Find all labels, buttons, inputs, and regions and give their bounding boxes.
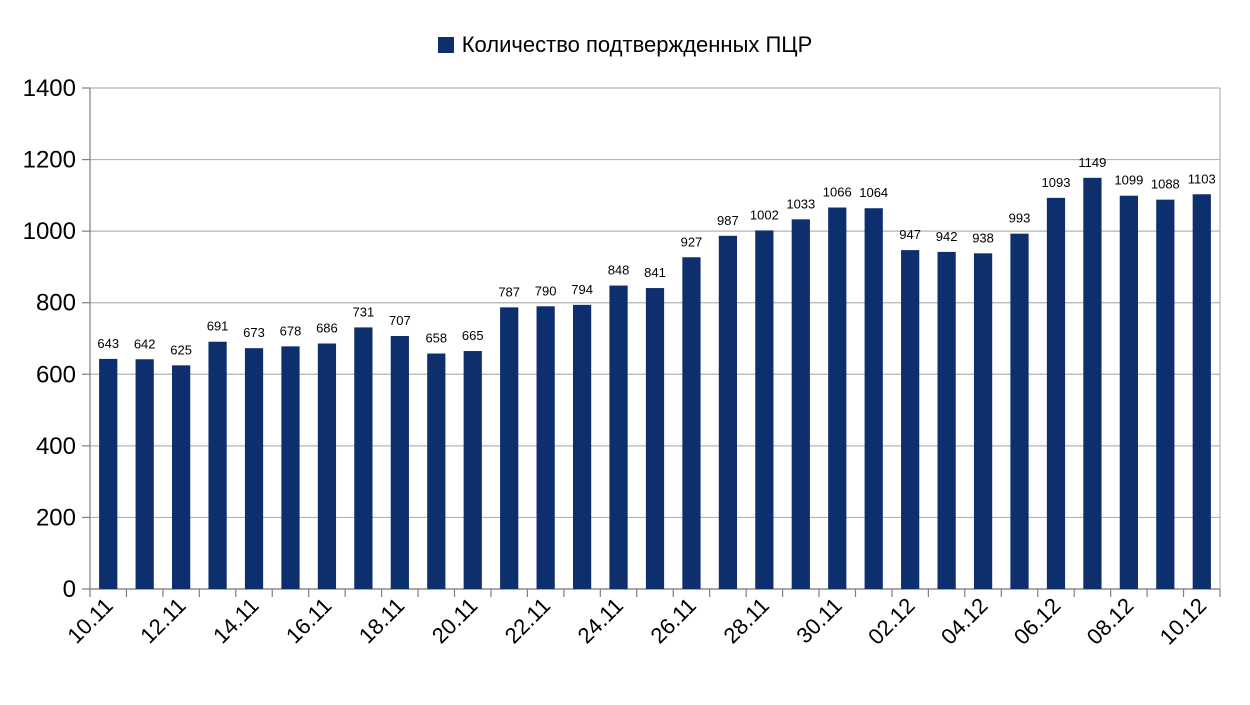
bar (609, 285, 628, 589)
data-label: 1099 (1114, 173, 1143, 188)
x-tick-label: 18.11 (354, 593, 409, 648)
data-label: 848 (608, 263, 630, 278)
x-tick-label: 10.12 (1155, 593, 1212, 650)
bar (536, 306, 555, 589)
bar (937, 251, 956, 590)
x-tick-label: 26.11 (646, 593, 701, 648)
bar (463, 351, 482, 589)
bar (244, 348, 264, 589)
data-label: 790 (535, 283, 557, 298)
data-label: 1033 (786, 196, 815, 211)
x-tick-label: 22.11 (500, 593, 555, 648)
data-label: 691 (207, 319, 229, 334)
legend-label: Количество подтвержденных ПЦР (461, 32, 813, 57)
bar (99, 358, 118, 589)
data-label: 1064 (859, 185, 888, 200)
data-label: 794 (571, 282, 593, 297)
y-tick-label: 0 (63, 576, 76, 603)
x-tick-label: 20.11 (427, 593, 482, 648)
data-label: 987 (717, 213, 739, 228)
y-tick-label: 200 (36, 504, 76, 531)
bar (172, 365, 191, 589)
bar (973, 253, 993, 589)
data-label: 731 (353, 304, 375, 319)
x-tick-label: 12.11 (135, 593, 190, 648)
data-label: 1149 (1078, 155, 1106, 170)
bar (354, 327, 373, 589)
data-label: 1103 (1188, 171, 1216, 186)
bar (1192, 194, 1211, 589)
bar (682, 257, 701, 589)
y-tick-label: 1000 (23, 218, 76, 245)
x-tick-label: 04.12 (936, 593, 993, 650)
legend-swatch (437, 37, 454, 53)
bar (1046, 197, 1066, 590)
x-tick-label: 28.11 (718, 593, 773, 648)
data-label: 1093 (1042, 175, 1071, 190)
bar (135, 359, 154, 589)
bar (208, 341, 227, 589)
bar (718, 235, 738, 590)
bar (864, 208, 883, 590)
data-label: 947 (899, 227, 921, 242)
bar (1119, 195, 1138, 589)
data-label: 686 (316, 321, 338, 336)
y-tick-label: 400 (36, 433, 76, 460)
data-label: 658 (425, 331, 447, 346)
y-tick-label: 800 (36, 290, 76, 317)
bar (317, 343, 337, 589)
data-label: 642 (134, 336, 156, 351)
data-label: 625 (170, 342, 192, 357)
bar (390, 335, 409, 589)
data-label: 707 (389, 313, 411, 328)
data-label: 993 (1009, 211, 1031, 226)
bar (1156, 199, 1175, 589)
x-tick-label: 08.12 (1082, 593, 1139, 650)
data-label: 841 (644, 265, 666, 280)
data-label: 938 (972, 230, 994, 245)
data-label: 1002 (750, 207, 779, 222)
bar (791, 219, 810, 590)
bar (1010, 233, 1029, 589)
bar (572, 304, 592, 589)
data-label: 643 (97, 336, 119, 351)
data-label: 673 (243, 325, 265, 340)
data-label: 1066 (823, 185, 852, 200)
data-label: 665 (462, 328, 484, 343)
y-tick-label: 1200 (23, 147, 76, 174)
y-tick-label: 1400 (23, 75, 76, 102)
y-tick-label: 600 (36, 361, 76, 388)
data-label: 927 (681, 234, 703, 249)
data-label: 942 (936, 229, 958, 244)
bar (901, 250, 920, 589)
bar (645, 288, 665, 589)
data-label: 1088 (1151, 177, 1180, 192)
x-tick-label: 30.11 (791, 593, 846, 648)
bar (427, 353, 446, 589)
data-label: 787 (498, 284, 520, 299)
bar (755, 230, 774, 590)
x-tick-label: 06.12 (1009, 593, 1066, 650)
x-tick-label: 16.11 (281, 593, 336, 648)
data-label: 678 (280, 323, 302, 338)
x-tick-label: 14.11 (208, 593, 263, 648)
chart-legend: Количество подтвержденных ПЦР (0, 32, 1250, 58)
x-tick-label: 24.11 (573, 593, 628, 648)
bar (828, 207, 847, 589)
bar (500, 307, 519, 589)
bar (281, 346, 300, 589)
x-tick-label: 02.12 (863, 593, 920, 650)
bar (1083, 177, 1102, 589)
